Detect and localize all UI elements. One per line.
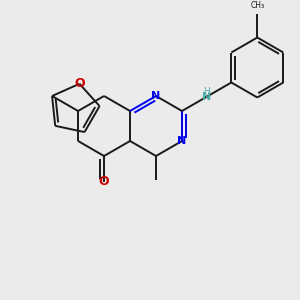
Text: O: O	[74, 77, 85, 90]
Text: CH₃: CH₃	[250, 2, 264, 10]
Text: H: H	[203, 87, 210, 96]
Text: N: N	[177, 136, 187, 146]
Text: N: N	[202, 92, 211, 102]
Text: N: N	[152, 91, 160, 101]
Text: O: O	[99, 175, 110, 188]
